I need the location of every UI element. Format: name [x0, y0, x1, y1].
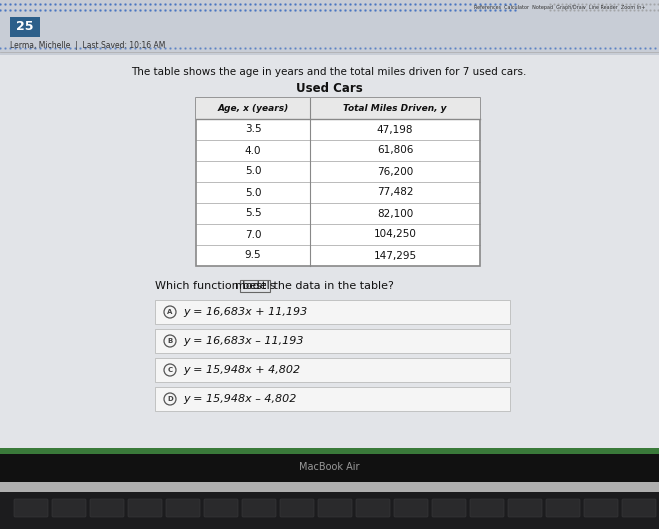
FancyBboxPatch shape [14, 499, 48, 517]
FancyBboxPatch shape [280, 499, 314, 517]
Text: models: models [235, 281, 275, 291]
Text: Total Miles Driven, y: Total Miles Driven, y [343, 104, 447, 113]
Text: 25: 25 [16, 21, 34, 33]
FancyBboxPatch shape [155, 329, 510, 353]
FancyBboxPatch shape [196, 98, 480, 119]
FancyBboxPatch shape [0, 454, 659, 482]
FancyBboxPatch shape [0, 448, 659, 454]
Text: 47,198: 47,198 [377, 124, 413, 134]
FancyBboxPatch shape [155, 358, 510, 382]
Text: 3.5: 3.5 [244, 124, 262, 134]
Text: 61,806: 61,806 [377, 145, 413, 156]
Text: 9.5: 9.5 [244, 251, 262, 260]
Text: 104,250: 104,250 [374, 230, 416, 240]
FancyBboxPatch shape [52, 499, 86, 517]
Text: MacBook Air: MacBook Air [299, 462, 359, 472]
FancyBboxPatch shape [622, 499, 656, 517]
Text: 5.0: 5.0 [244, 167, 261, 177]
Text: Lerma, Michelle  |  Last Saved: 10:16 AM: Lerma, Michelle | Last Saved: 10:16 AM [10, 41, 165, 50]
FancyBboxPatch shape [0, 482, 659, 492]
Text: A: A [167, 309, 173, 315]
Text: 5.5: 5.5 [244, 208, 262, 218]
FancyBboxPatch shape [394, 499, 428, 517]
FancyBboxPatch shape [584, 499, 618, 517]
Text: B: B [167, 338, 173, 344]
Text: 5.0: 5.0 [244, 187, 261, 197]
Text: C: C [167, 367, 173, 373]
FancyBboxPatch shape [0, 0, 659, 55]
Text: y = 15,948x + 4,802: y = 15,948x + 4,802 [183, 365, 300, 375]
Text: Age, x (years): Age, x (years) [217, 104, 289, 113]
Text: 77,482: 77,482 [377, 187, 413, 197]
FancyBboxPatch shape [166, 499, 200, 517]
FancyBboxPatch shape [0, 492, 659, 529]
FancyBboxPatch shape [242, 499, 276, 517]
FancyBboxPatch shape [318, 499, 352, 517]
Text: y = 16,683x + 11,193: y = 16,683x + 11,193 [183, 307, 307, 317]
FancyBboxPatch shape [546, 499, 580, 517]
Text: 7.0: 7.0 [244, 230, 261, 240]
FancyBboxPatch shape [204, 499, 238, 517]
Text: y = 16,683x – 11,193: y = 16,683x – 11,193 [183, 336, 304, 346]
Text: the data in the table?: the data in the table? [270, 281, 394, 291]
FancyBboxPatch shape [90, 499, 124, 517]
Text: References  Calculator  Notepad  Graph/Draw  Line Reader  Zoom In+: References Calculator Notepad Graph/Draw… [474, 5, 645, 11]
FancyBboxPatch shape [432, 499, 466, 517]
FancyBboxPatch shape [196, 98, 480, 266]
Text: 76,200: 76,200 [377, 167, 413, 177]
Text: 82,100: 82,100 [377, 208, 413, 218]
FancyBboxPatch shape [155, 300, 510, 324]
Text: 4.0: 4.0 [244, 145, 261, 156]
Text: y = 15,948x – 4,802: y = 15,948x – 4,802 [183, 394, 297, 404]
Text: The table shows the age in years and the total miles driven for 7 used cars.: The table shows the age in years and the… [131, 67, 527, 77]
Text: D: D [167, 396, 173, 402]
FancyBboxPatch shape [356, 499, 390, 517]
FancyBboxPatch shape [155, 387, 510, 411]
FancyBboxPatch shape [0, 55, 659, 450]
Text: Which function best: Which function best [155, 281, 270, 291]
Text: 147,295: 147,295 [374, 251, 416, 260]
FancyBboxPatch shape [508, 499, 542, 517]
Text: Used Cars: Used Cars [296, 81, 362, 95]
FancyBboxPatch shape [470, 499, 504, 517]
FancyBboxPatch shape [10, 17, 40, 37]
FancyBboxPatch shape [128, 499, 162, 517]
